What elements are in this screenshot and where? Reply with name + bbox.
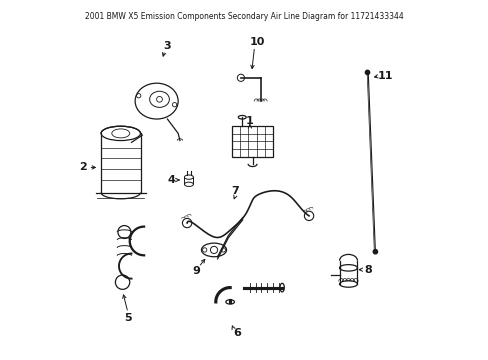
Text: 4: 4 — [167, 175, 175, 185]
Text: 5: 5 — [124, 313, 131, 323]
Text: 11: 11 — [377, 71, 392, 81]
Text: 3: 3 — [163, 41, 171, 50]
Circle shape — [365, 70, 369, 75]
Text: 8: 8 — [364, 265, 371, 275]
Text: 2: 2 — [79, 162, 87, 172]
Text: 1: 1 — [245, 116, 253, 126]
Text: 6: 6 — [233, 328, 241, 338]
Text: 10: 10 — [249, 37, 264, 47]
Circle shape — [372, 249, 377, 254]
Bar — [231, 126, 273, 157]
Text: 9: 9 — [192, 266, 200, 276]
Text: 2001 BMW X5 Emission Components Secondary Air Line Diagram for 11721433344: 2001 BMW X5 Emission Components Secondar… — [85, 12, 403, 21]
Text: 7: 7 — [231, 186, 239, 196]
